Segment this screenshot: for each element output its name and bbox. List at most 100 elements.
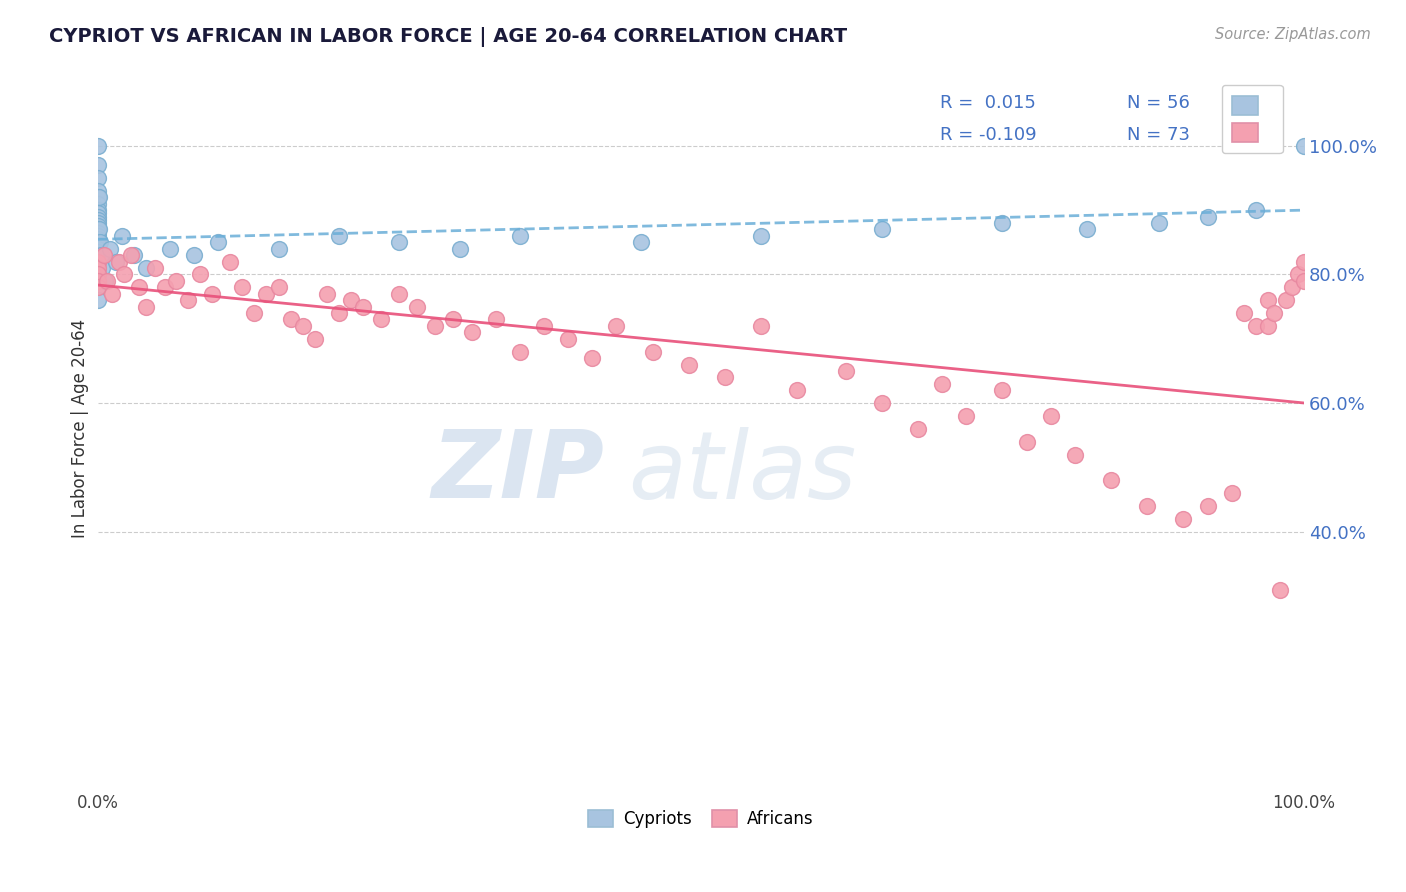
Point: [86, 138, 108, 153]
Point: [749, 318, 772, 333]
Point: [425, 318, 447, 333]
Point: [485, 312, 508, 326]
Point: [1015, 434, 1038, 449]
Point: [1063, 448, 1085, 462]
Point: [86, 280, 108, 294]
Point: [907, 422, 929, 436]
Point: [1244, 203, 1267, 218]
Point: [460, 326, 482, 340]
Point: [1244, 318, 1267, 333]
Point: [256, 286, 278, 301]
Point: [112, 268, 135, 282]
Point: [1197, 499, 1219, 513]
Point: [188, 268, 211, 282]
Point: [86, 222, 108, 236]
Point: [630, 235, 652, 250]
Point: [1039, 409, 1062, 423]
Point: [786, 384, 808, 398]
Point: [86, 258, 108, 272]
Point: [128, 280, 150, 294]
Point: [93, 248, 115, 262]
Point: [120, 248, 142, 262]
Point: [86, 219, 108, 234]
Point: [678, 358, 700, 372]
Point: [86, 242, 108, 256]
Point: [86, 226, 108, 240]
Point: [91, 260, 114, 275]
Point: [1257, 293, 1279, 308]
Point: [87, 222, 110, 236]
Point: [104, 254, 127, 268]
Point: [1257, 318, 1279, 333]
Point: [1281, 280, 1303, 294]
Point: [86, 254, 108, 268]
Point: [1286, 268, 1309, 282]
Point: [1197, 210, 1219, 224]
Point: [86, 228, 108, 243]
Point: [86, 274, 108, 288]
Point: [641, 344, 664, 359]
Point: [533, 318, 555, 333]
Point: [304, 332, 326, 346]
Point: [89, 235, 111, 250]
Point: [86, 268, 108, 282]
Point: [86, 264, 108, 278]
Point: [87, 190, 110, 204]
Point: [509, 344, 531, 359]
Point: [931, 376, 953, 391]
Point: [1149, 216, 1171, 230]
Point: [183, 248, 205, 262]
Point: [991, 384, 1014, 398]
Point: [94, 274, 117, 288]
Point: [557, 332, 579, 346]
Point: [1275, 293, 1298, 308]
Point: [1263, 306, 1285, 320]
Point: [388, 286, 411, 301]
Point: [86, 260, 108, 275]
Point: [86, 158, 108, 172]
Point: [1294, 138, 1316, 153]
Point: [1136, 499, 1159, 513]
Point: [1294, 254, 1316, 268]
Point: [955, 409, 977, 423]
Point: [86, 203, 108, 218]
Point: [219, 254, 242, 268]
Point: [86, 210, 108, 224]
Point: [1220, 486, 1243, 500]
Point: [159, 242, 181, 256]
Point: [443, 312, 465, 326]
Point: [1173, 512, 1195, 526]
Point: [86, 248, 108, 262]
Point: [328, 228, 350, 243]
Point: [177, 293, 200, 308]
Point: [267, 242, 290, 256]
Point: [370, 312, 392, 326]
Text: CYPRIOT VS AFRICAN IN LABOR FORCE | AGE 20-64 CORRELATION CHART: CYPRIOT VS AFRICAN IN LABOR FORCE | AGE …: [49, 27, 848, 46]
Point: [98, 242, 121, 256]
Point: [328, 306, 350, 320]
Text: Source: ZipAtlas.com: Source: ZipAtlas.com: [1215, 27, 1371, 42]
Point: [145, 260, 167, 275]
Point: [991, 216, 1014, 230]
Text: R = -0.109: R = -0.109: [939, 126, 1036, 145]
Point: [86, 235, 108, 250]
Point: [280, 312, 302, 326]
Point: [340, 293, 363, 308]
Point: [108, 254, 131, 268]
Point: [406, 300, 429, 314]
Point: [86, 238, 108, 252]
Point: [207, 235, 229, 250]
Point: [714, 370, 737, 384]
Point: [111, 228, 134, 243]
Point: [201, 286, 224, 301]
Point: [870, 396, 893, 410]
Point: [449, 242, 471, 256]
Point: [90, 248, 112, 262]
Point: [135, 300, 157, 314]
Point: [1076, 222, 1098, 236]
Point: [605, 318, 627, 333]
Legend: Cypriots, Africans: Cypriots, Africans: [582, 804, 820, 835]
Point: [509, 228, 531, 243]
Point: [86, 280, 108, 294]
Text: R =  0.015: R = 0.015: [939, 94, 1036, 112]
